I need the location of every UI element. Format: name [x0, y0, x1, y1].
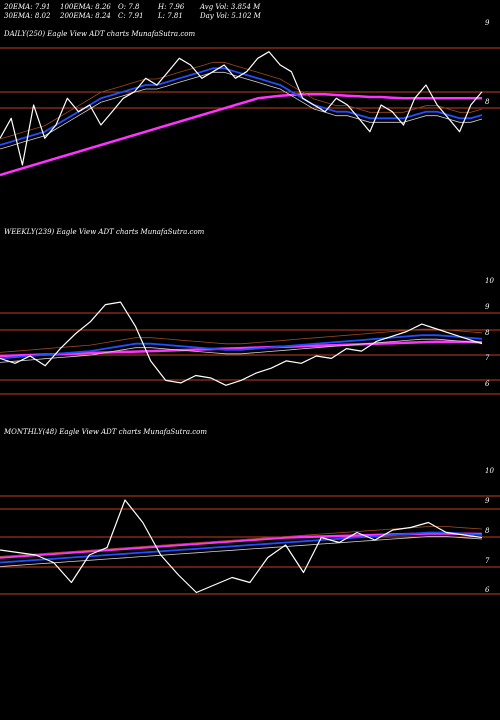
daily-price-line	[0, 51, 483, 166]
high-label: H: 7.96	[158, 3, 185, 11]
close-label: C: 7.91	[118, 12, 144, 20]
weekly-y-tick-label: 8	[485, 329, 490, 337]
monthly-y-tick-label: 8	[485, 527, 490, 535]
monthly-y-tick-label: 6	[485, 586, 490, 594]
daily-ema-short-line	[0, 67, 483, 146]
daily-y-tick-label: 9	[485, 19, 490, 27]
monthly-price-line	[0, 499, 483, 594]
weekly-ema-short-line	[0, 334, 483, 360]
weekly-price-line	[0, 301, 483, 386]
daily-panel-title: DAILY(250) Eagle View ADT charts MunafaS…	[4, 30, 196, 38]
weekly-y-tick-label: 9	[485, 303, 490, 311]
weekly-y-tick-label: 6	[485, 380, 490, 388]
avg-vol-label: Avg Vol: 3.854 M	[200, 3, 261, 11]
weekly-y-tick-label: 7	[485, 354, 490, 362]
daily-ema-band-line-0	[0, 61, 483, 140]
ema20-label: 20EMA: 7.91	[4, 3, 51, 11]
weekly-ema-band-line-0	[0, 328, 483, 353]
monthly-y-tick-label: 10	[485, 467, 494, 475]
monthly-panel-title: MONTHLY(48) Eagle View ADT charts Munafa…	[4, 428, 208, 436]
monthly-y-tick-label: 7	[485, 557, 490, 565]
weekly-panel-title: WEEKLY(239) Eagle View ADT charts Munafa…	[4, 228, 205, 236]
daily-y-tick-label: 8	[485, 98, 490, 106]
monthly-y-tick-label: 9	[485, 497, 490, 505]
open-label: O: 7.8	[118, 3, 140, 11]
weekly-ema-long-line	[0, 340, 483, 358]
ema100-label: 100EMA: 8.26	[60, 3, 111, 11]
monthly-ema-short-line	[0, 531, 483, 564]
daily-ema-long-line	[0, 93, 482, 177]
low-label: L: 7.81	[158, 12, 183, 20]
ema30-label: 30EMA: 8.02	[4, 12, 51, 20]
ema200-label: 200EMA: 8.24	[60, 12, 111, 20]
weekly-ema-band-line-1	[0, 338, 483, 363]
day-vol-label: Day Vol: 5.102 M	[200, 12, 261, 20]
weekly-y-tick-label: 10	[485, 277, 494, 285]
monthly-ema-band-line-1	[0, 536, 483, 567]
